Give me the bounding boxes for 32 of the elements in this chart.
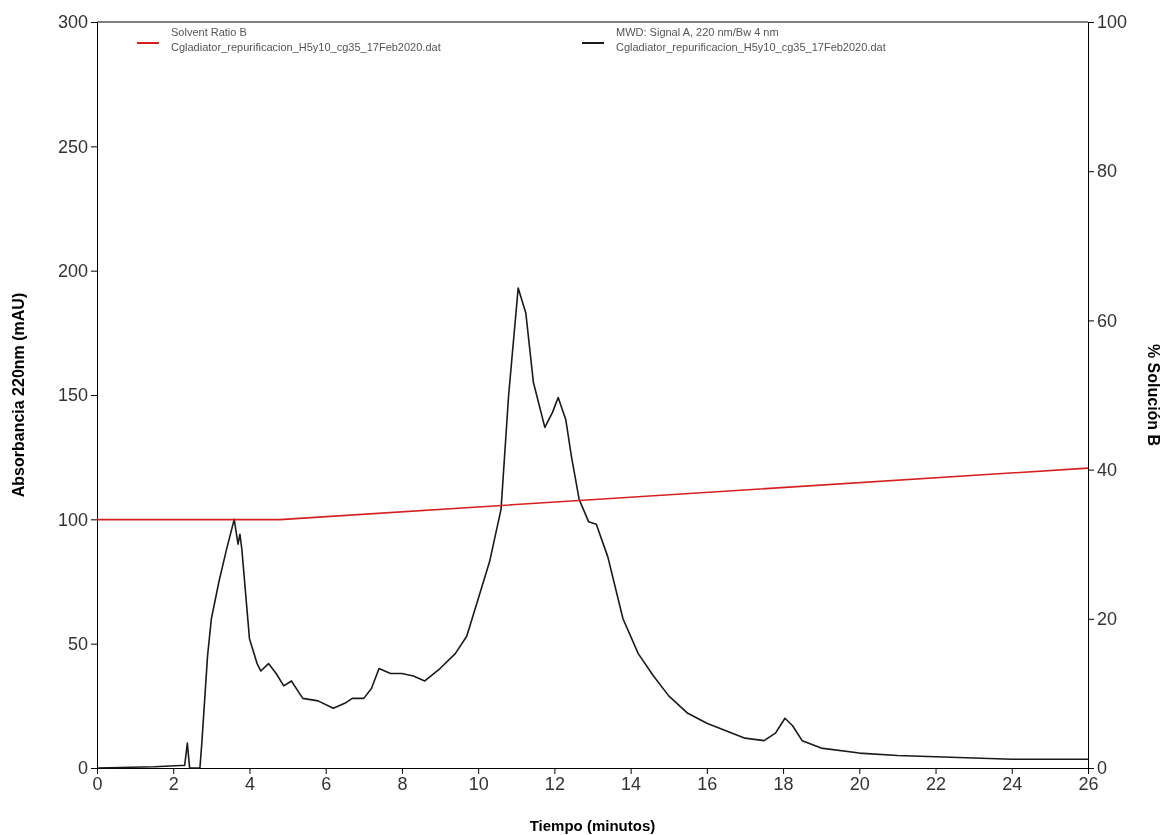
x-tick-label: 22: [926, 773, 947, 794]
x-tick-label: 10: [468, 773, 489, 794]
x-tick-label: 24: [1002, 773, 1023, 794]
x-tick-label: 20: [849, 773, 870, 794]
x-tick-label: 26: [1078, 773, 1099, 794]
y2-tick-label: 60: [1097, 310, 1118, 331]
y-tick-label: 100: [57, 509, 88, 530]
y-tick-label: 150: [57, 385, 88, 406]
x-tick-label: 14: [621, 773, 642, 794]
y2-tick-label: 100: [1097, 12, 1128, 33]
x-tick-label: 8: [397, 773, 408, 794]
x-tick-label: 2: [168, 773, 179, 794]
y2-tick-label: 40: [1097, 459, 1118, 480]
y2-tick-label: 20: [1097, 609, 1118, 630]
y2-axis-title: % Solución B: [1145, 343, 1162, 447]
y-tick-label: 200: [57, 260, 88, 281]
x-tick-label: 12: [544, 773, 565, 794]
legend-label: MWD: Signal A, 220 nm/Bw 4 nm Cgladiator_repurificacion_H5y10_cg35_17Feb2020.dat: [616, 26, 886, 53]
x-tick-label: 0: [92, 773, 103, 794]
y-tick-label: 0: [77, 758, 88, 779]
y2-tick-label: 80: [1097, 161, 1118, 182]
x-tick-label: 18: [773, 773, 794, 794]
x-axis-title: Tiempo (minutos): [529, 817, 656, 834]
y2-tick-label: 0: [1097, 758, 1108, 779]
y-tick-label: 50: [67, 633, 88, 654]
x-tick-label: 4: [244, 773, 255, 794]
y-tick-label: 250: [57, 136, 88, 157]
y-axis-title: Absorbancia 220nm (mAU): [10, 292, 27, 498]
x-tick-label: 16: [697, 773, 718, 794]
legend-label: Solvent Ratio B Cgladiator_repurificacion_H5y10_cg35_17Feb2020.dat: [171, 26, 441, 53]
x-tick-label: 6: [321, 773, 332, 794]
y-tick-label: 300: [57, 12, 88, 33]
